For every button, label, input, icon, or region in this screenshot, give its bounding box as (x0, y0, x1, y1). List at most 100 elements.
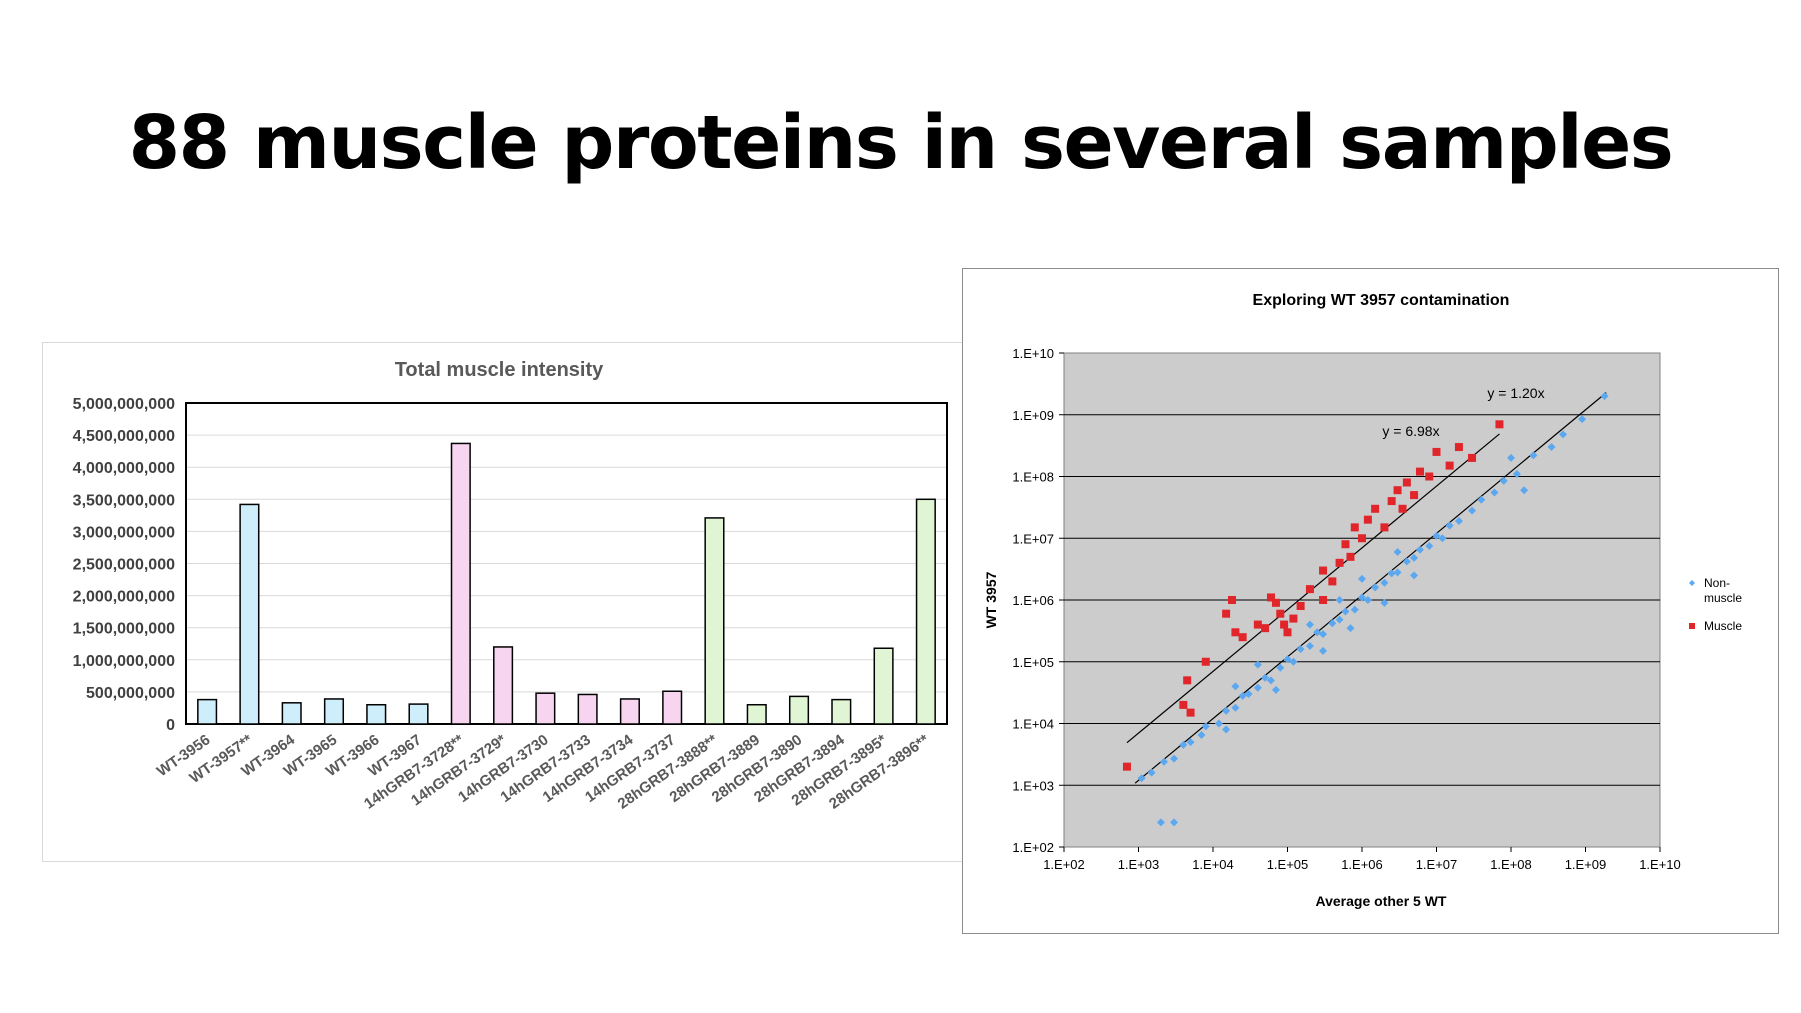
x-axis-label: Average other 5 WT (1316, 893, 1447, 909)
y-tick-label: 4,000,000,000 (73, 460, 175, 477)
non-muscle-point (1271, 685, 1280, 694)
y-tick-label: 1.E+03 (1012, 778, 1054, 793)
x-tick-label: 1.E+10 (1639, 857, 1681, 872)
muscle-point (1346, 552, 1355, 561)
non-muscle-point (1358, 574, 1366, 583)
non-muscle-point (1600, 392, 1609, 401)
non-muscle-point (1410, 571, 1419, 580)
muscle-point (1122, 762, 1131, 771)
non-muscle-point (1214, 719, 1223, 728)
muscle-point (1328, 577, 1337, 586)
legend-non-muscle-marker (1689, 580, 1695, 586)
y-tick-label: 2,000,000,000 (73, 589, 175, 606)
muscle-point (1341, 540, 1350, 549)
non-muscle-point (1547, 443, 1556, 452)
non-muscle-point (1313, 628, 1322, 637)
muscle-point (1319, 566, 1328, 575)
bar (535, 692, 556, 725)
non-muscle-point (1520, 486, 1529, 495)
non-muscle-point (1170, 754, 1179, 763)
non-muscle-point (1222, 706, 1231, 715)
non-muscle-point (1253, 683, 1262, 692)
non-muscle-point (1559, 430, 1568, 439)
non-muscle-point (1328, 619, 1337, 628)
non-muscle-point (1363, 596, 1372, 604)
non-muscle-point (1499, 476, 1508, 485)
non-muscle-point (1283, 655, 1292, 664)
muscle-point (1468, 453, 1477, 462)
muscle-point (1280, 620, 1289, 629)
x-tick-label: 1.E+03 (1118, 857, 1160, 872)
trendline-label: y = 1.20x (1487, 385, 1544, 401)
muscle-point (1289, 614, 1298, 623)
non-muscle-point (1380, 578, 1389, 587)
bar (619, 698, 640, 725)
non-muscle-point (1253, 660, 1262, 669)
y-tick-label: 1.E+08 (1012, 470, 1054, 485)
muscle-point (1358, 534, 1366, 543)
legend-muscle-marker (1689, 623, 1695, 629)
muscle-point (1380, 523, 1389, 532)
muscle-point (1186, 708, 1195, 717)
non-muscle-point (1468, 506, 1477, 515)
non-muscle-point (1261, 673, 1270, 682)
plot-area-border (185, 402, 948, 725)
bar-chart-panel: Total muscle intensity 0 500,000,000 1,000,… (42, 342, 968, 862)
scatter-chart: Exploring WT 3957 contamination 1.E+02 1.E… (983, 292, 1742, 909)
non-muscle-point (1387, 569, 1396, 578)
muscle-point (1393, 486, 1402, 495)
muscle-point (1222, 609, 1231, 618)
non-muscle-point (1490, 488, 1499, 497)
muscle-point (1454, 443, 1463, 452)
muscle-point (1183, 676, 1192, 685)
muscle-point (1363, 515, 1372, 524)
non-muscle-point (1231, 682, 1240, 691)
muscle-point (1266, 593, 1275, 602)
non-muscle-point (1341, 607, 1350, 616)
y-tick-label: 0 (166, 717, 175, 734)
non-muscle-point (1319, 630, 1328, 639)
x-tick-label: 1.E+08 (1490, 857, 1532, 872)
non-muscle-point (1578, 415, 1587, 424)
y-tick-label: 1,000,000,000 (73, 653, 175, 670)
y-axis-label: WT 3957 (983, 571, 999, 628)
non-muscle-point (1335, 596, 1344, 604)
y-tick-label: 3,500,000,000 (73, 492, 175, 509)
muscle-point (1402, 478, 1411, 487)
bar (577, 693, 598, 725)
non-muscle-point (1438, 534, 1447, 543)
muscle-point (1276, 609, 1285, 618)
muscle-point (1271, 598, 1280, 607)
non-muscle-point (1335, 615, 1344, 624)
non-muscle-point (1507, 453, 1515, 462)
non-muscle-point (1244, 690, 1253, 699)
y-tick-label: 1,500,000,000 (73, 621, 175, 638)
non-muscle-point (1156, 818, 1165, 827)
muscle-point (1495, 420, 1504, 429)
muscle-point (1261, 624, 1270, 633)
muscle-point (1201, 657, 1210, 666)
y-tick-label: 1.E+06 (1012, 593, 1054, 608)
non-muscle-point (1197, 731, 1206, 740)
non-muscle-point (1319, 646, 1328, 655)
muscle-point (1305, 585, 1314, 594)
x-tick-label: 1.E+04 (1192, 857, 1234, 872)
non-muscle-point (1380, 598, 1389, 607)
non-muscle-point (1201, 722, 1210, 731)
non-muscle-point (1371, 583, 1380, 592)
y-tick-label: 500,000,000 (86, 685, 175, 702)
bar (662, 690, 683, 725)
x-tick-label: 1.E+07 (1416, 857, 1458, 872)
bar (323, 698, 345, 725)
non-muscle-point (1170, 818, 1179, 827)
non-muscle-point (1358, 593, 1366, 602)
muscle-point (1179, 700, 1188, 709)
bar (239, 503, 260, 725)
y-tick-label: 1.E+02 (1012, 840, 1054, 855)
muscle-point (1253, 620, 1262, 629)
non-muscle-point (1186, 738, 1195, 747)
non-muscle-point (1266, 676, 1275, 685)
bar (873, 647, 894, 725)
muscle-point (1296, 601, 1305, 610)
bar (704, 517, 725, 725)
